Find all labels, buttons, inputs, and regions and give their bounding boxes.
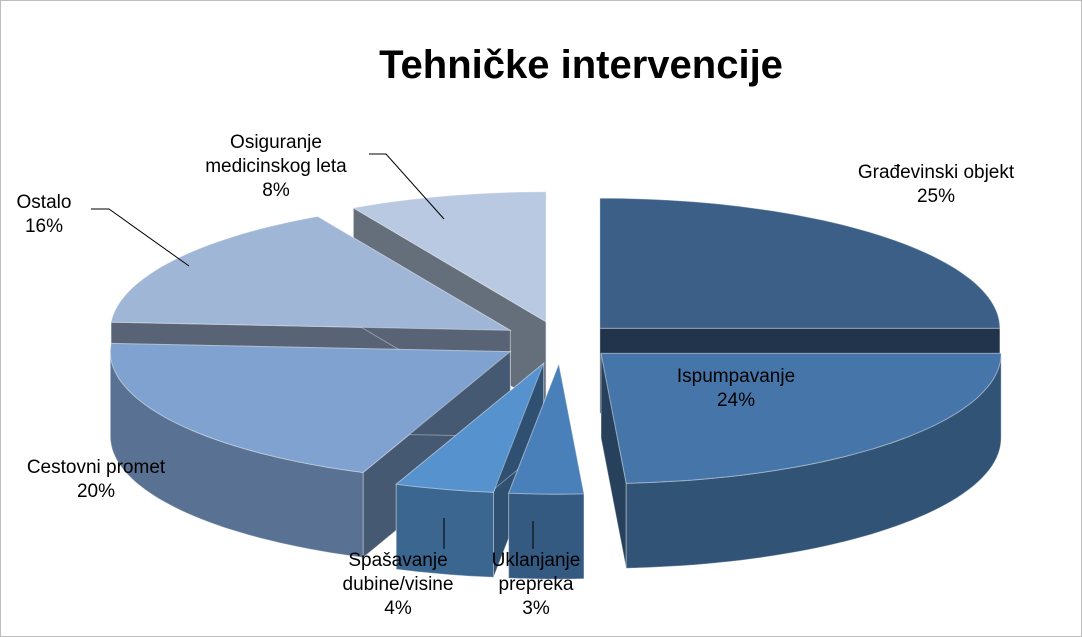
slice-value-label: 25% — [916, 186, 956, 207]
slice-label: Uklanjanje prepreka — [491, 550, 581, 595]
slice-face — [600, 352, 1002, 484]
slice-value-label: 3% — [522, 598, 550, 619]
slice-face — [625, 353, 1002, 569]
leader-line — [91, 208, 190, 267]
leader-line — [369, 153, 445, 220]
slice-face — [109, 351, 364, 559]
slice-face — [109, 342, 512, 474]
slice-label: Građevinski objekt — [857, 162, 1015, 183]
slice-value-label: 16% — [24, 216, 64, 237]
slice — [507, 362, 585, 580]
slice-label: Ispumpavanje — [676, 366, 796, 387]
slice-face — [351, 191, 547, 323]
slice-face — [110, 215, 513, 331]
slice-label: Ostalo — [16, 192, 72, 213]
slice-label: Cestovni promet — [26, 457, 166, 478]
slice-value-label: 8% — [262, 180, 290, 201]
slice-value-label: 24% — [716, 390, 756, 411]
slice-face — [395, 361, 545, 493]
slice-value-label: 4% — [384, 598, 412, 619]
slice-value-label: 20% — [76, 481, 116, 502]
slice — [395, 361, 545, 578]
slice — [600, 352, 1002, 569]
slice-face — [507, 362, 585, 495]
chart-title: Tehničke intervencije — [379, 43, 783, 87]
slice-label: Osiguranje medicinskog leta — [205, 132, 347, 177]
slice-face — [599, 197, 1001, 329]
slice-label: Spašavanje dubine/visine — [342, 550, 454, 595]
